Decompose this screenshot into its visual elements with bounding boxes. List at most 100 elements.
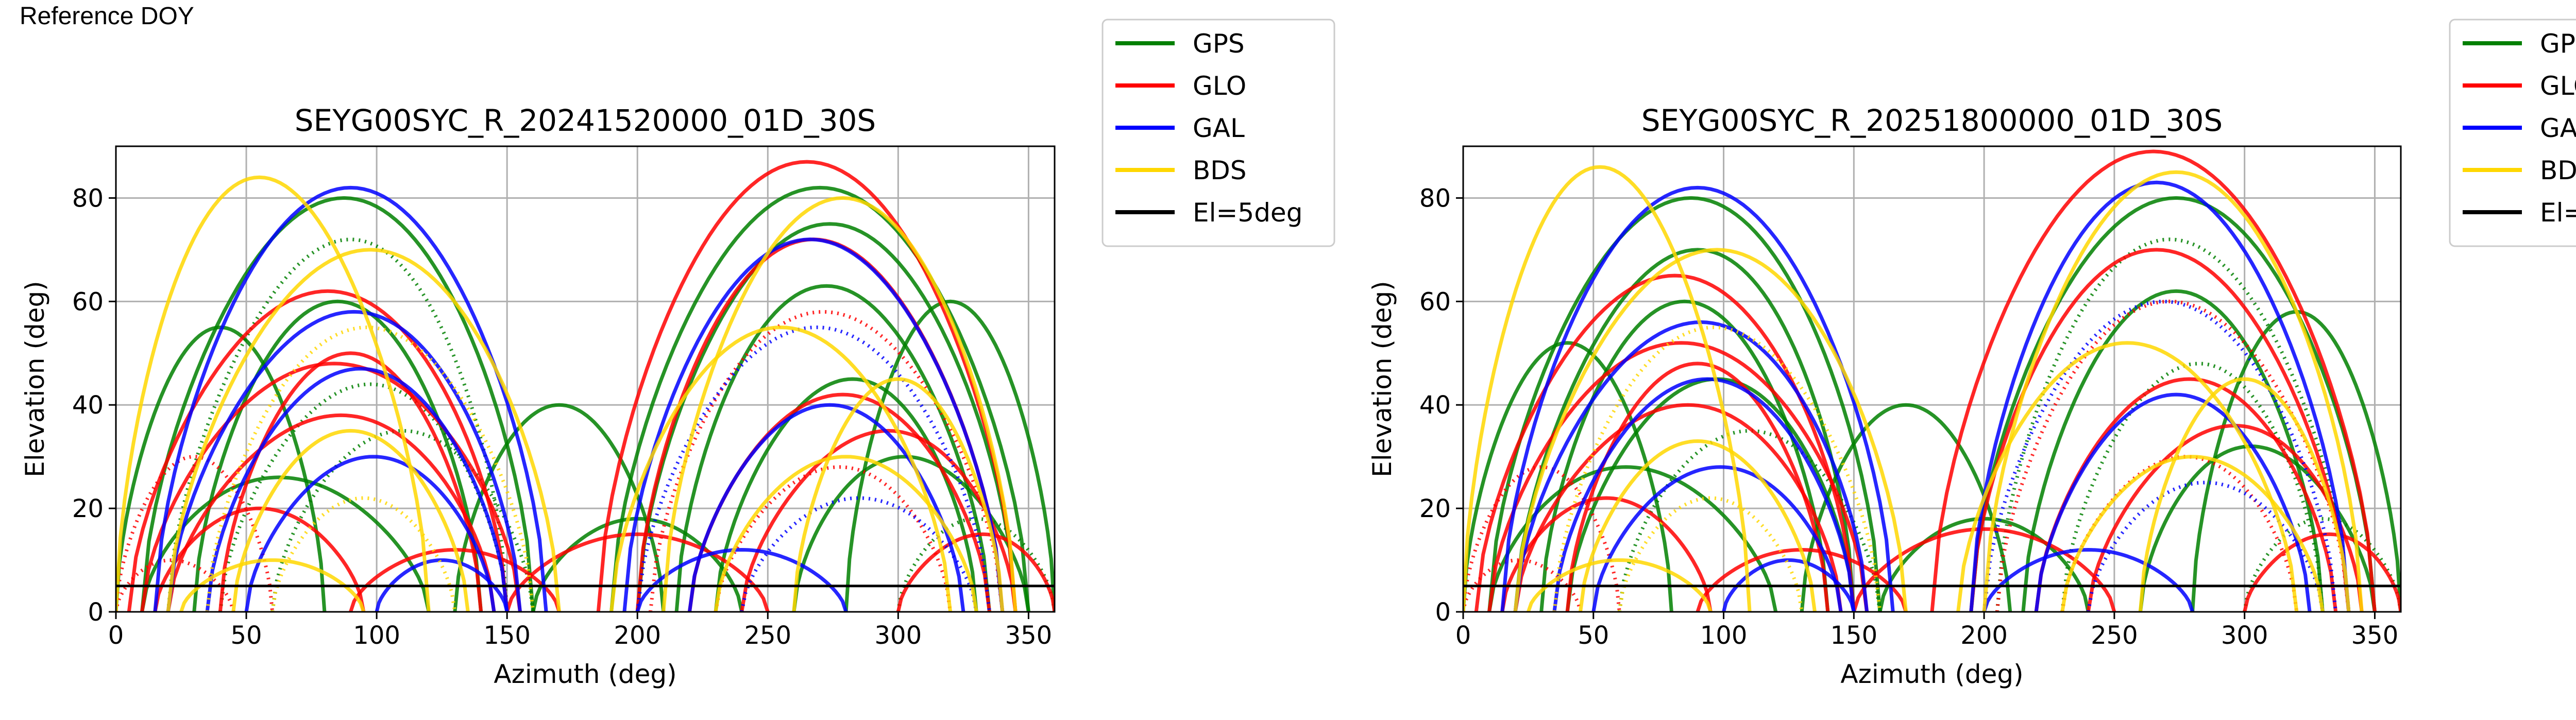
x-tick-label: 350 xyxy=(2351,621,2399,650)
glo-track xyxy=(116,455,275,612)
y-axis-label: Elevation (deg) xyxy=(20,281,50,477)
legend-label: GLO xyxy=(2540,71,2576,101)
gal-track xyxy=(1552,377,1856,612)
gps-track xyxy=(1969,196,2377,612)
gps-track xyxy=(609,185,1030,612)
gps-track xyxy=(140,196,535,612)
gal-track xyxy=(244,455,496,612)
corner-label: Reference DOY xyxy=(20,3,194,30)
bds-track xyxy=(231,428,470,612)
glo-track xyxy=(1487,341,1869,612)
gal-track xyxy=(375,558,509,612)
x-tick-label: 0 xyxy=(108,621,124,650)
x-tick-label: 150 xyxy=(1831,621,1878,650)
legend: GPS GLO GAL BDS El=5deg xyxy=(1101,19,1335,247)
y-tick-label: 20 xyxy=(72,494,104,523)
bds-track xyxy=(179,558,366,612)
glo-track xyxy=(1969,248,2351,612)
x-tick-label: 350 xyxy=(1005,621,1053,650)
glo-track xyxy=(116,558,235,612)
glo-track xyxy=(1463,465,1621,612)
gps-track xyxy=(453,403,666,612)
gal-track xyxy=(1591,465,1843,612)
x-tick-label: 300 xyxy=(2221,621,2268,650)
glo-track xyxy=(153,506,366,612)
gps-track xyxy=(1487,196,1882,612)
glo-track xyxy=(166,413,496,612)
gal-track xyxy=(1982,547,2194,612)
glo-track xyxy=(649,310,1005,612)
legend-label: BDS xyxy=(2540,156,2576,185)
gps-track xyxy=(896,517,1055,612)
x-tick-label: 100 xyxy=(353,621,400,650)
gps-track xyxy=(1513,248,1856,612)
bds-track xyxy=(792,377,1005,612)
y-tick-label: 0 xyxy=(88,598,104,627)
y-tick-label: 80 xyxy=(1419,184,1451,213)
legend-label: GAL xyxy=(2540,113,2576,143)
gal-track xyxy=(635,547,848,612)
gps-track xyxy=(2021,289,2325,612)
series-gal xyxy=(1500,180,2351,612)
bds-track xyxy=(2060,455,2325,612)
glo-track xyxy=(2243,532,2401,612)
satellite-tracks xyxy=(116,160,1055,612)
x-tick-label: 150 xyxy=(483,621,531,650)
bds-track xyxy=(714,455,978,612)
bds-track xyxy=(166,248,561,612)
y-tick-label: 40 xyxy=(1419,391,1451,420)
chart-title: SEYG00SYC_R_20251800000_01D_30S xyxy=(1641,103,2223,138)
gal-track xyxy=(1969,180,2351,612)
x-tick-label: 100 xyxy=(1700,621,1748,650)
gal-track xyxy=(1500,185,1895,612)
series-bds xyxy=(116,175,1018,612)
bds-track xyxy=(609,325,953,612)
y-tick-label: 60 xyxy=(1419,287,1451,316)
x-tick-label: 250 xyxy=(744,621,791,650)
legend-label: BDS xyxy=(1193,156,1247,185)
gal-track xyxy=(2034,392,2312,612)
bds-track xyxy=(662,196,1018,612)
x-tick-label: 50 xyxy=(1578,621,1609,650)
x-tick-label: 0 xyxy=(1455,621,1471,650)
glo-track xyxy=(1852,527,2116,612)
legend-label: El=5deg xyxy=(2540,198,2576,228)
ticks: 0 50 100 150 200 250 300 350 0 20 40 60 80 xyxy=(72,184,1052,650)
chart-2: 0 50 100 150 200 250 300 350 0 20 40 60 80 SEYG00SYC_… xyxy=(1367,19,2576,689)
glo-track xyxy=(1930,149,2377,612)
glo-track xyxy=(596,160,1018,612)
series-glo xyxy=(1463,149,2401,612)
gal-track xyxy=(1722,558,1856,612)
glo-track xyxy=(1500,496,1713,612)
glo-track xyxy=(740,428,1018,612)
glo-track xyxy=(505,532,770,612)
glo-track xyxy=(127,289,509,612)
x-tick-label: 250 xyxy=(2091,621,2138,650)
series-gps xyxy=(1463,196,2401,612)
gal-track xyxy=(166,310,522,612)
legend-label: GLO xyxy=(1193,71,1246,101)
legend-label: GPS xyxy=(2540,29,2576,59)
x-axis-label: Azimuth (deg) xyxy=(494,659,676,689)
gps-track xyxy=(2243,517,2401,612)
glo-track xyxy=(1513,403,1843,612)
gal-track xyxy=(1982,299,2338,612)
y-tick-label: 40 xyxy=(72,391,104,420)
y-tick-label: 0 xyxy=(1435,598,1451,627)
legend-box xyxy=(1101,19,1335,247)
gps-track xyxy=(635,222,1018,612)
gps-track xyxy=(116,325,327,612)
y-tick-label: 60 xyxy=(72,287,104,316)
satellite-tracks xyxy=(1463,149,2401,612)
x-tick-label: 300 xyxy=(875,621,922,650)
y-axis-label: Elevation (deg) xyxy=(1367,281,1397,477)
gal-track xyxy=(635,325,991,612)
axes-frame xyxy=(115,145,1056,613)
gal-track xyxy=(205,367,509,612)
legend-box xyxy=(2449,19,2576,247)
y-tick-label: 80 xyxy=(72,184,104,213)
series-bds xyxy=(1463,165,2364,612)
gal-track xyxy=(622,237,1005,612)
ticks: 0 50 100 150 200 250 300 350 0 20 40 60 80 xyxy=(1419,184,2398,650)
